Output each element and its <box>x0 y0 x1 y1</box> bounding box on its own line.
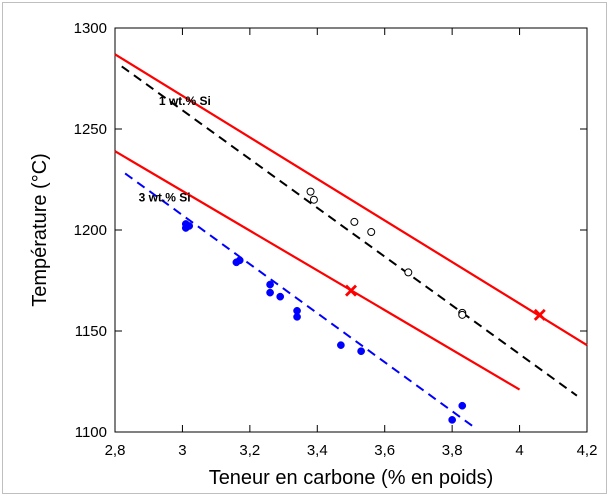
dashed-fit-line <box>121 65 578 397</box>
solid-line <box>114 150 521 391</box>
x-tick-label: 4 <box>515 442 523 459</box>
y-ticks: 1100 1150 1200 1250 1300 <box>74 20 587 441</box>
cross-point <box>345 284 357 297</box>
x-tick-label: 3,2 <box>239 442 260 459</box>
filled-circle-point <box>448 416 456 424</box>
filled-circle-point <box>337 341 345 349</box>
open-circle-point <box>309 195 318 204</box>
x-ticks: 2,8 3 3,2 3,4 3,6 3,8 4 4,2 <box>105 28 598 459</box>
solid-line <box>114 53 588 347</box>
filled-circle-point <box>458 401 467 410</box>
filled-circle-point <box>235 256 244 265</box>
filled-circle-point <box>266 280 274 289</box>
y-tick-label: 1150 <box>75 323 107 340</box>
y-tick-label: 1300 <box>74 20 107 37</box>
x-tick-label: 2,8 <box>105 442 126 459</box>
cross-point <box>533 308 546 321</box>
filled-circle-point <box>185 222 194 230</box>
x-tick-label: 4,2 <box>577 442 598 459</box>
fit-lines <box>114 53 588 427</box>
filled-circle-point <box>266 288 274 297</box>
cross-stroke <box>345 284 357 297</box>
open-circle-point <box>350 217 359 226</box>
chart-frame <box>2 2 607 494</box>
open-circle-point <box>306 187 315 196</box>
x-tick-label: 3 <box>178 442 186 459</box>
data-markers <box>181 187 546 424</box>
filled-circle-point <box>357 347 365 356</box>
y-axis-title: Température (°C) <box>29 153 51 307</box>
x-axis-title: Teneur en carbone (% en poids) <box>209 467 494 489</box>
y-tick-label: 1250 <box>74 121 107 138</box>
open-circle-point <box>404 268 413 277</box>
open-circle-point <box>458 310 467 319</box>
cross-stroke <box>533 308 546 321</box>
annotations: 1 wt.% Si 3 wt.% Si <box>139 94 211 205</box>
filled-circle-point <box>276 292 285 301</box>
y-tick-label: 1100 <box>75 424 107 441</box>
x-tick-label: 3,8 <box>442 442 463 459</box>
series-annotation: 1 wt.% Si <box>159 94 211 108</box>
series-annotation: 3 wt.% Si <box>139 191 191 205</box>
x-tick-label: 3,4 <box>307 442 328 459</box>
filled-circle-point <box>293 313 301 321</box>
x-tick-label: 3,6 <box>374 442 395 459</box>
open-circle-point <box>367 228 376 237</box>
dashed-fit-line <box>124 172 473 427</box>
y-tick-label: 1200 <box>74 222 107 239</box>
